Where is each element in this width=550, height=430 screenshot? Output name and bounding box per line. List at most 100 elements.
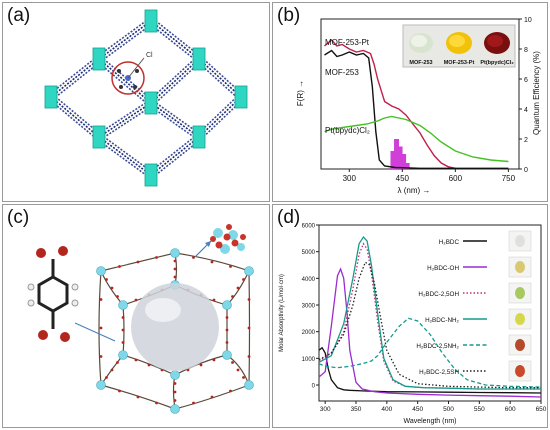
cage-oxygen [242,278,245,281]
vial-sample [515,235,525,247]
cage-oxygen [155,256,158,259]
series-label-ptcl2: Pt(bpydc)Cl₂ [325,126,370,135]
cage-node [170,370,180,380]
photo-mof253pt [446,32,472,54]
qe-bar [397,146,403,169]
cage-oxygen [105,376,108,379]
series-line-d [318,317,542,388]
photo-label-ptcl2: Pt(bpydc)Cl₂ [480,60,514,66]
metal-node [144,91,158,115]
cage-oxygen [231,361,234,364]
panel-a-label: (a) [7,5,31,26]
vial-sample [515,261,525,273]
panel-b-label: (b) [277,5,301,26]
cage-edge [100,252,176,272]
y-right-ticks-b: 0 2 4 6 8 10 [519,17,532,174]
strut-line [152,99,202,136]
cage-illustration [27,224,254,414]
qe-bar [401,154,407,169]
plot-frame-d [318,224,542,402]
qe-bar [404,163,410,169]
metal-node [92,125,106,149]
cage-oxygen [229,389,232,393]
cage-node [96,380,106,390]
x-tick-label-d: 450 [412,406,423,413]
y-tick-label-d: 2000 [302,330,316,336]
cage-oxygen [192,256,195,259]
strut-line [200,98,244,140]
legend-d: H₂BDC H₂BDC-OH H₂BDC-2,5OH H₂BDC-NH₂ H₂BDC-2… [416,230,532,382]
vial-sample [515,339,525,351]
photo-ptcl2 [484,32,510,54]
x-tick-label-d: 550 [474,406,485,413]
cage-oxygen [173,259,177,263]
cage-node [96,266,106,276]
photo-label-mof253: MOF-253 [409,60,432,66]
cage-oxygen [110,368,114,372]
cage-oxygen [192,401,195,405]
cage-oxygen [247,326,251,330]
x-tick-label-b: 300 [343,174,357,183]
cage-oxygen [121,316,125,319]
panel-a: Cl (a) [2,2,270,202]
strut-line [96,60,150,106]
cage-oxygen [99,298,103,301]
strut-line [50,58,100,98]
strut-line [98,136,152,176]
absorbance-lines [324,39,509,169]
y-tick-label-d: 0 [312,384,316,390]
strut-line [196,60,240,100]
sample-photos: MOF-253 MOF-253-Pt Pt(bpydc)Cl₂ [402,24,516,68]
strut-line [150,20,200,60]
x-tick-label-b: 750 [502,174,516,183]
y-tick-label-d: 3000 [302,304,316,310]
cage-oxygen [136,260,140,264]
strut-line [150,136,200,176]
cage-oxygen [173,382,177,385]
strut-line [198,96,242,138]
cage-oxygen [116,295,119,298]
cl-label: Cl [146,52,153,59]
cage-oxygen [160,368,164,372]
cage-node [170,248,180,258]
pt-complex-highlight: Cl [111,52,153,95]
legend-label-d: H₂BDC-2,5SH [419,369,459,376]
series-line-b [324,115,509,163]
cage-oxygen [231,295,234,298]
panel-d-label: (d) [277,207,301,228]
cage-edge [174,384,250,410]
series-label-mof253: MOF-253 [325,68,359,77]
vial-sample [515,313,525,325]
qe-bar [390,151,396,169]
cage-oxygen [236,368,240,372]
cage-edge [248,270,251,386]
x-tick-label-d: 600 [505,406,516,413]
strut-line [96,17,150,58]
cage-node [118,350,128,360]
y-tick-label-b: 0 [524,167,528,174]
series-line-d [318,235,541,390]
y-axis-label-right-b: Quantum Efficiency (%) [532,51,541,135]
series-line-d [318,261,541,389]
metal-node [192,47,206,71]
cage-oxygen [247,355,251,358]
x-tick-label-d: 500 [443,406,454,413]
strut-line [150,102,200,138]
x-tick-label-b: 450 [396,174,410,183]
absorptivity-lines [318,235,542,398]
cage-oxygen [173,275,177,279]
metal-node [192,125,206,149]
x-tick-label-d: 400 [381,406,392,413]
cage-oxygen [173,267,177,271]
legend-label-d: H₂BDC-2,5NH₂ [416,343,459,350]
legend-label-d: H₂BDC-OH [427,265,459,272]
cage-oxygen [121,328,125,332]
cage-oxygen [225,328,229,332]
cage-oxygen [173,399,177,402]
pt-cl-bond [127,57,145,79]
cage-node [244,380,254,390]
x-ticks-b: 300 450 600 750 [343,169,516,183]
y-tick-label-d: 5000 [302,250,316,256]
cage-oxygen [173,390,177,394]
strut-line [96,138,150,179]
